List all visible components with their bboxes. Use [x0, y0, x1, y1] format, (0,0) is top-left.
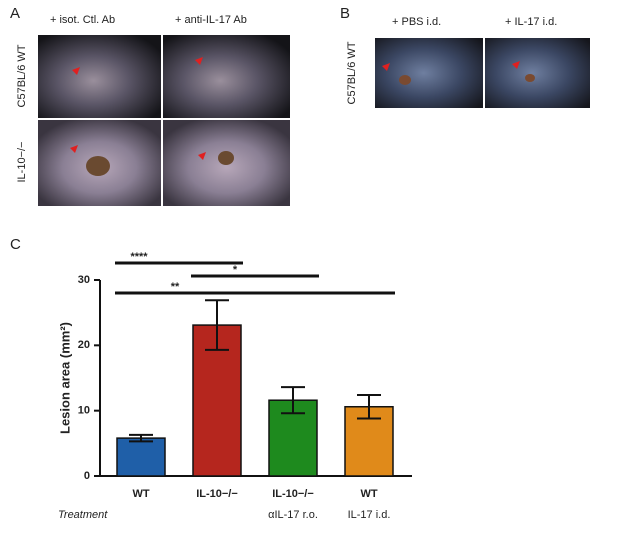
bar [116, 437, 166, 477]
y-axis-label: Lesion area (mm²) [57, 322, 72, 434]
x-tick-sublabel: αIL-17 r.o. [268, 509, 318, 521]
x-tick-label: WT [132, 488, 149, 500]
photos [38, 35, 590, 206]
x-tick-label: IL-10−/− [196, 488, 238, 500]
x-tick-label: WT [360, 488, 377, 500]
row-label: C57BL/6 WT [16, 44, 28, 107]
significance-label: * [233, 264, 238, 276]
panel-label: A [10, 5, 20, 22]
significance-label: ** [171, 281, 180, 293]
bar [344, 405, 394, 477]
row-label: IL-10−/− [16, 142, 28, 183]
row-label: C57BL/6 WT [346, 41, 358, 104]
x-tick-label: IL-10−/− [272, 488, 314, 500]
panel-label: B [340, 5, 350, 22]
x-tick-sublabel: IL-17 i.d. [348, 509, 391, 521]
y-tick-label: 20 [78, 339, 90, 351]
y-tick-label: 30 [78, 274, 90, 286]
significance-label: **** [130, 251, 148, 263]
panel-label: C [10, 236, 21, 253]
x-axis-label: Treatment [58, 509, 108, 521]
column-header: + isot. Ctl. Ab [50, 14, 115, 26]
y-tick-label: 0 [84, 470, 90, 482]
column-header: + anti-IL-17 Ab [175, 14, 247, 26]
column-header: + IL-17 i.d. [505, 16, 557, 28]
column-header: + PBS i.d. [392, 16, 441, 28]
y-tick-label: 10 [78, 405, 90, 417]
